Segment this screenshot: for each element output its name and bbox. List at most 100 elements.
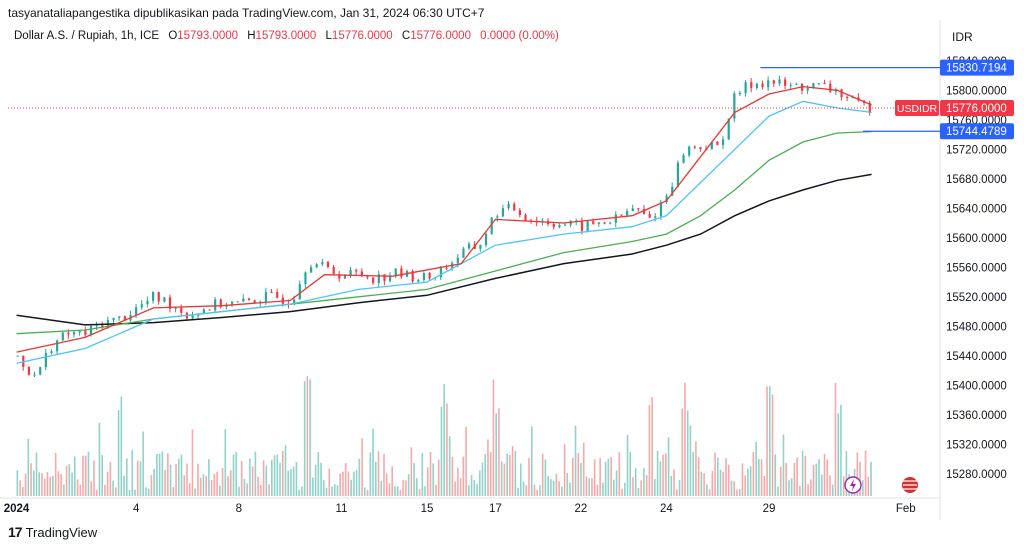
- volume-bar: [142, 431, 145, 496]
- candle-body: [95, 325, 98, 327]
- volume-bar: [74, 456, 76, 496]
- volume-bar: [801, 450, 804, 496]
- volume-bar: [333, 484, 336, 496]
- volume-bar: [145, 487, 147, 496]
- support-label-box: [940, 123, 1014, 140]
- candle-body: [631, 208, 634, 212]
- volume-bar: [552, 480, 555, 496]
- volume-bar: [22, 486, 24, 496]
- x-tick-label: 4: [133, 503, 140, 515]
- volume-bar: [115, 487, 117, 496]
- volume-bar: [175, 463, 177, 496]
- candle-body: [721, 139, 725, 145]
- volume-bar: [820, 474, 823, 496]
- volume-bar: [686, 410, 689, 496]
- candle-body: [733, 93, 736, 119]
- volume-bar: [621, 488, 623, 496]
- volume-bar: [125, 458, 128, 496]
- candle-body: [761, 83, 764, 88]
- volume-bar: [380, 480, 383, 496]
- volume-bar: [435, 484, 437, 496]
- x-tick-label: 17: [489, 503, 502, 515]
- volume-bar: [749, 466, 752, 496]
- symbol-name[interactable]: Dollar A.S. / Rupiah, 1h, ICE: [14, 30, 160, 42]
- volume-bar: [618, 452, 621, 496]
- volume-bar: [654, 479, 656, 496]
- volume-bar: [599, 458, 601, 496]
- volume-bar: [547, 476, 549, 496]
- volume-bar: [626, 434, 629, 496]
- candle-body: [676, 162, 680, 187]
- volume-bar: [443, 384, 445, 496]
- volume-bar: [287, 470, 290, 496]
- volume-bar: [276, 454, 279, 496]
- volume-bar: [251, 466, 254, 496]
- volume-bar: [271, 459, 273, 496]
- volume-bar: [465, 426, 467, 496]
- volume-bar: [604, 461, 607, 496]
- candle-body: [140, 304, 143, 308]
- y-tick-label: 15280.0000: [946, 469, 1007, 481]
- volume-bar: [27, 438, 30, 496]
- volume-bar: [95, 489, 98, 496]
- volume-bar: [38, 472, 41, 496]
- currency-label: IDR: [952, 30, 973, 44]
- volume-bar: [205, 476, 207, 496]
- candle-body: [451, 263, 454, 270]
- x-tick-label: 24: [660, 503, 673, 515]
- volume-bar: [530, 426, 533, 496]
- volume-bar: [744, 475, 746, 496]
- volume-bar: [385, 473, 388, 496]
- volume-bar: [262, 460, 265, 496]
- volume-bar: [711, 470, 714, 496]
- candle-body: [163, 297, 166, 302]
- candle-body: [445, 268, 448, 270]
- volume-bar: [634, 468, 637, 496]
- volume-bar: [336, 485, 339, 496]
- volume-bar: [629, 451, 632, 496]
- candle-body: [202, 309, 205, 314]
- ema-fast-line: [16, 85, 872, 353]
- volume-bar: [322, 480, 325, 496]
- volume-bar: [281, 450, 284, 496]
- candle-body: [609, 222, 612, 224]
- ema-long-line: [16, 173, 872, 326]
- volume-bar: [213, 473, 216, 496]
- volume-bar: [457, 467, 459, 496]
- volume-bar: [777, 486, 779, 496]
- volume-bar: [533, 484, 536, 496]
- volume-bar: [799, 485, 801, 496]
- volume-bar: [183, 475, 186, 496]
- volume-bar: [407, 474, 410, 496]
- volume-bar: [788, 480, 790, 496]
- volume-bar: [325, 487, 328, 496]
- volume-bar: [489, 451, 492, 496]
- volume-bar: [514, 450, 517, 496]
- candle-body: [219, 299, 222, 307]
- volume-bar: [555, 473, 558, 496]
- candle-body: [614, 214, 617, 223]
- volume-bar: [421, 452, 424, 496]
- volume-bar: [426, 467, 429, 496]
- volume-bar: [298, 489, 300, 496]
- volume-bar: [396, 486, 399, 496]
- volume-bar: [768, 386, 771, 496]
- candle-body: [247, 298, 251, 301]
- volume-bar: [60, 473, 62, 496]
- candle-body: [716, 141, 719, 145]
- candle-body: [157, 292, 160, 302]
- candle-body: [304, 272, 307, 285]
- tradingview-brand[interactable]: 17 TradingView: [8, 524, 97, 540]
- candle-body: [693, 146, 696, 148]
- x-tick-label: 15: [421, 503, 434, 515]
- volume-bar: [785, 462, 788, 496]
- volume-bar: [782, 434, 785, 496]
- volume-bar: [210, 479, 213, 496]
- candle-body: [829, 83, 832, 92]
- candle-body: [332, 266, 335, 274]
- volume-bar: [725, 458, 727, 496]
- volume-bar: [448, 436, 451, 496]
- volume-bar: [240, 461, 243, 496]
- volume-bar: [829, 475, 831, 496]
